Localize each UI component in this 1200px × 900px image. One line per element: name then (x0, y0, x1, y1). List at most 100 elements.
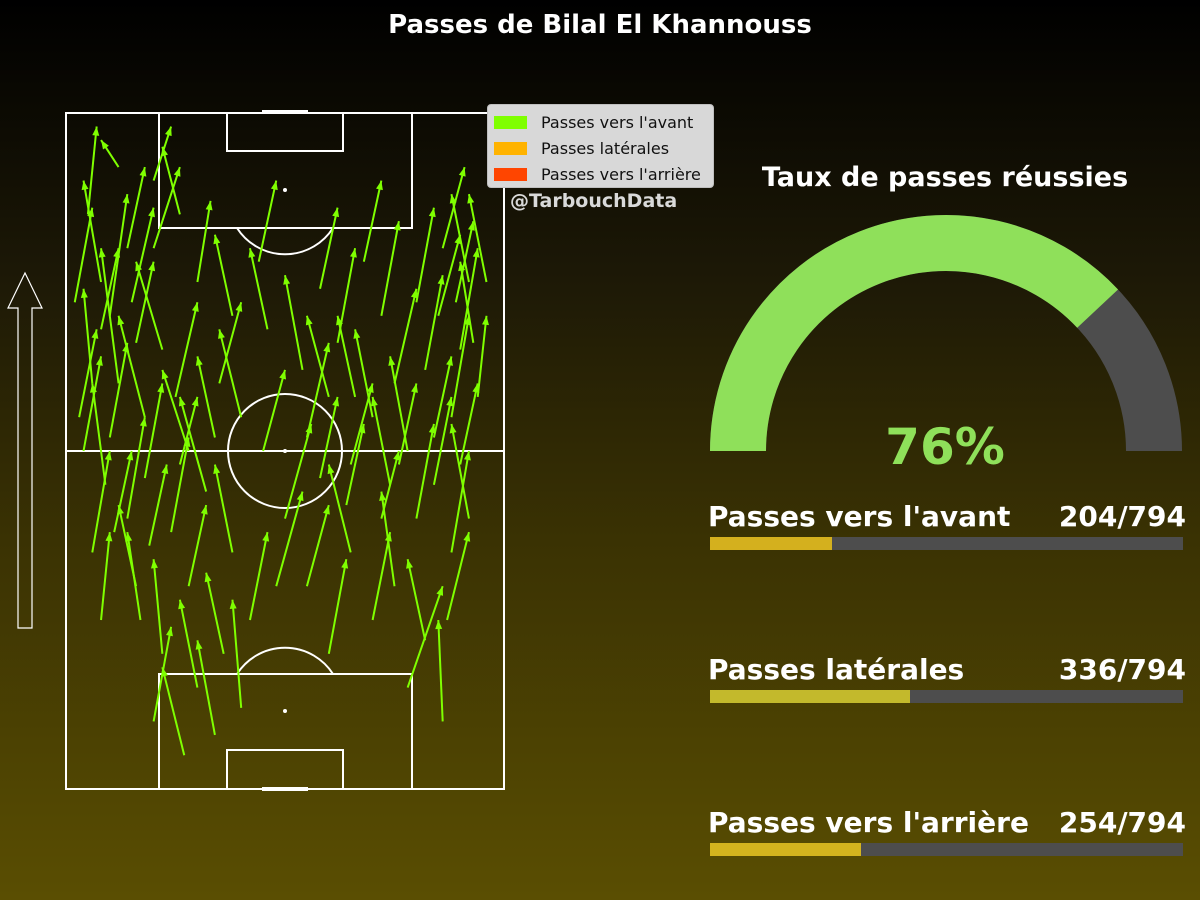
pass-line (248, 247, 269, 330)
pass-arrowhead (353, 329, 361, 339)
pass-arrowhead (139, 417, 147, 427)
pass-arrowhead (411, 383, 418, 393)
pass-line (415, 207, 435, 303)
pass-line (117, 315, 146, 418)
pass-line (459, 383, 479, 465)
pass-arrow (98, 248, 120, 384)
top-six-yard-box (226, 112, 344, 152)
pass-arrowhead (165, 126, 172, 137)
legend-item-lateral: Passes latérales (494, 135, 707, 161)
pass-arrowhead (104, 451, 112, 461)
gauge-fill (710, 215, 1119, 452)
pass-line (130, 207, 155, 303)
pass-line (262, 369, 286, 452)
pass-arrowhead (125, 532, 133, 542)
pass-arrow (82, 356, 103, 452)
pass-line (91, 450, 111, 553)
pass-arrow (275, 491, 304, 587)
pass-line (143, 383, 164, 479)
pass-arrow (86, 126, 100, 215)
pass-arrowhead (283, 275, 291, 285)
pass-arrowhead (166, 626, 173, 637)
pass-line (432, 356, 453, 438)
legend-label-lateral: Passes latérales (541, 138, 670, 158)
pass-line (371, 531, 392, 621)
stat-label-backward: Passes vers l'arrière (708, 806, 1029, 839)
pass-line (135, 261, 164, 350)
pass-arrowhead (370, 396, 378, 407)
pass-line (446, 531, 470, 621)
pass-line (161, 146, 181, 215)
pass-arrow (319, 396, 340, 479)
stat-backward: Passes vers l'arrière 254/794 (708, 806, 1186, 862)
pass-arrow (80, 288, 94, 384)
pass-arrowhead (235, 302, 243, 312)
pass-line (178, 396, 208, 492)
pass-line (78, 329, 98, 418)
legend-item-forward: Passes vers l'avant (494, 109, 707, 135)
pass-line (126, 166, 146, 249)
pass-line (152, 559, 164, 654)
pass-arrowhead (205, 200, 213, 211)
stat-track-backward (710, 843, 1183, 856)
pass-line (467, 193, 488, 283)
pass-arrowhead (191, 396, 199, 407)
pass-line (450, 423, 470, 519)
pass-arrow (305, 504, 330, 587)
pass-arrowhead (113, 248, 121, 258)
bottom-penalty-spot (283, 709, 287, 713)
pass-arrowhead (341, 559, 349, 569)
pass-line (100, 247, 120, 330)
pass-arrowhead (379, 491, 387, 501)
pass-arrowhead (135, 261, 143, 272)
pass-line (354, 329, 374, 418)
pass-arrow (178, 396, 208, 492)
pass-arrow (345, 423, 366, 506)
pass-arrowhead (435, 620, 443, 630)
pass-arrow (380, 220, 401, 316)
pass-line (284, 275, 304, 371)
pass-arrow (305, 315, 330, 398)
pass-arrow (187, 504, 208, 587)
pass-arrowhead (305, 315, 313, 326)
pass-arrow (178, 396, 199, 465)
pass-arrow (415, 423, 436, 519)
pass-arrow (424, 275, 445, 371)
pass-arrowhead (323, 505, 330, 515)
pass-arrowhead (148, 207, 155, 218)
pass-arrow (78, 329, 99, 418)
pass-arrowhead (161, 464, 169, 475)
pass-line (196, 356, 216, 438)
pass-arrowhead (95, 356, 103, 366)
pass-arrow (150, 559, 164, 654)
pass-arrowhead (91, 329, 99, 339)
legend-swatch-backward (494, 167, 527, 181)
pass-arrow (100, 247, 121, 330)
pass-arrow (393, 288, 418, 384)
pass-arrowhead (458, 167, 466, 177)
stat-value-forward: 204/794 (1058, 500, 1186, 533)
pass-line (178, 396, 199, 465)
pass-arrowhead (305, 423, 313, 434)
stat-bar-forward (710, 537, 832, 550)
pass-line (213, 234, 234, 317)
pass-arrowhead (332, 396, 340, 407)
pass-arrowhead (139, 167, 147, 177)
pass-line (196, 200, 212, 283)
stat-label-forward: Passes vers l'avant (708, 500, 1011, 533)
pass-arrowhead (80, 288, 88, 299)
pass-arrow (218, 302, 243, 384)
pass-arrow (213, 464, 234, 553)
pass-line (248, 531, 269, 621)
pass-arrow (336, 315, 357, 398)
pass-arrow (441, 166, 466, 249)
stat-bar-backward (710, 843, 862, 856)
pass-arrowhead (446, 396, 454, 407)
pass-arrowhead (98, 248, 106, 258)
pass-line (135, 261, 155, 344)
pass-arrow (248, 531, 270, 621)
success-rate-gauge (710, 215, 1182, 452)
pass-line (126, 531, 142, 621)
top-penalty-spot (283, 188, 287, 192)
pass-arrow (380, 450, 401, 519)
